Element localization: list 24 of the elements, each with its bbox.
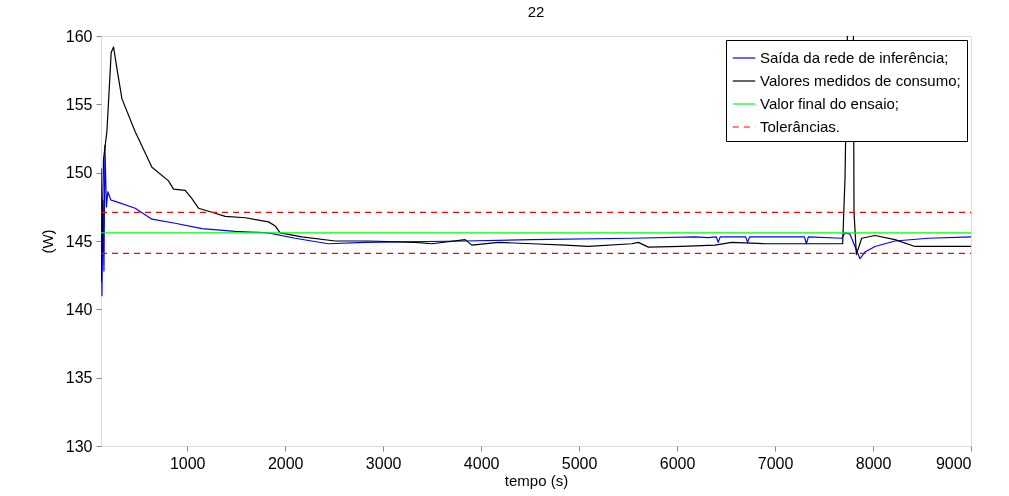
x-tick-label: 3000 [365, 454, 402, 472]
y-axis-title: (W) [38, 229, 56, 254]
y-tick-label: 140 [65, 300, 93, 318]
y-tick-label: 145 [65, 232, 93, 250]
y-tick-label: 160 [65, 27, 93, 45]
x-tick-label: 8000 [855, 454, 892, 472]
legend-label: Valores medidos de consumo; [760, 72, 961, 89]
x-tick-label: 4000 [463, 454, 500, 472]
y-tick-label: 135 [65, 369, 93, 387]
legend-label: Tolerâncias. [760, 118, 841, 135]
x-tick-label: 6000 [659, 454, 696, 472]
x-axis-title: tempo (s) [504, 471, 569, 489]
y-tick-label: 150 [65, 164, 93, 182]
x-tick-label: 5000 [561, 454, 598, 472]
legend-label: Valor final do ensaio; [760, 95, 899, 112]
chart-title: 22 [527, 3, 545, 20]
x-tick-label: 9000 [935, 454, 972, 472]
y-tick-label: 155 [65, 95, 93, 113]
line-series [101, 144, 971, 297]
x-tick-label: 1000 [169, 454, 206, 472]
legend-label: Saída da rede de inferência; [760, 49, 949, 66]
y-tick-label: 130 [65, 437, 93, 455]
x-tick-label: 2000 [267, 454, 304, 472]
x-tick-label: 7000 [757, 454, 794, 472]
